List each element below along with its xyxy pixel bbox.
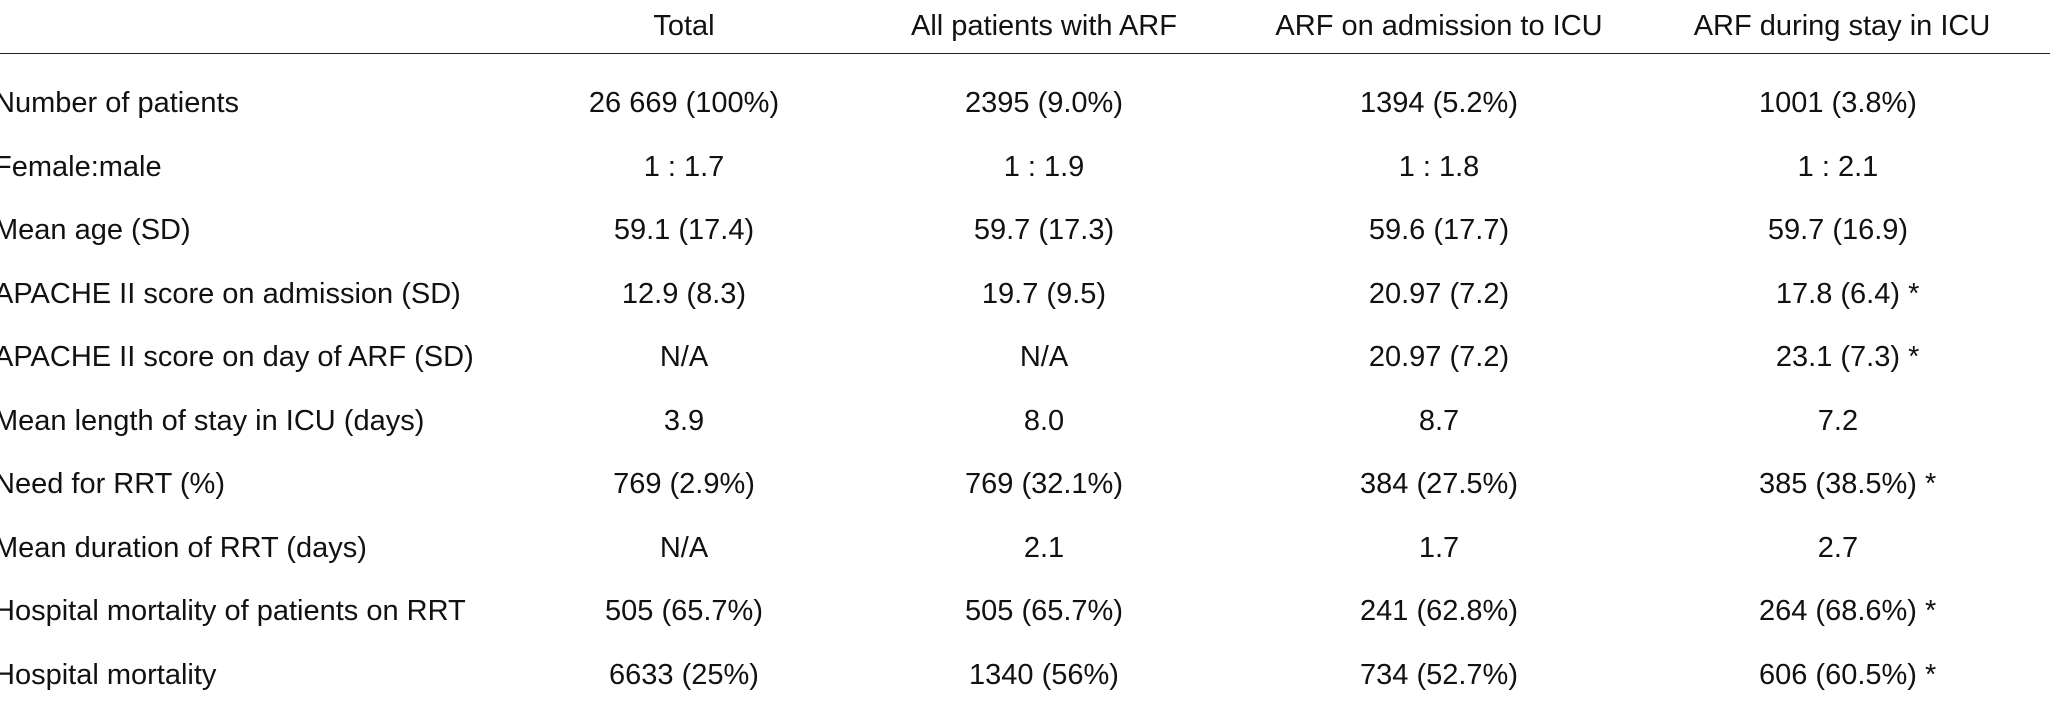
arf-stay-value-cell: *2.7 <box>1634 517 2050 581</box>
table-row: Hospital mortality 6633 (25%) 1340 (56%) 73… <box>0 644 2050 708</box>
header-cell-arf-stay: ARF during stay in ICU <box>1634 0 2050 54</box>
arf-stay-value-cell: *606 (60.5%) * <box>1634 644 2050 708</box>
row-label-cell: Need for RRT (%) <box>0 468 225 501</box>
arf-stay-value: 7.2 <box>1817 404 1859 437</box>
total-value-cell: 769 (2.9%) <box>613 468 755 501</box>
arf-stay-value-cell: *17.8 (6.4) * <box>1634 263 2050 327</box>
total-value-cell: N/A <box>659 531 709 564</box>
header-cell-label <box>0 0 524 54</box>
table-row: APACHE II score on day of ARF (SD) N/A N/A… <box>0 326 2050 390</box>
row-label-cell: Hospital mortality <box>0 658 217 691</box>
total-value-cell: 505 (65.7%) <box>605 595 763 628</box>
arf-admission-value-cell: 20.97 (7.2) <box>1368 341 1510 374</box>
arf-admission-value-cell: 384 (27.5%) <box>1360 468 1518 501</box>
all-arf-value-cell: 2.1 <box>1023 531 1065 564</box>
all-arf-value-cell: 59.7 (17.3) <box>973 214 1115 247</box>
arf-stay-value-group: *385 (38.5%) * <box>1745 468 1939 501</box>
row-label-cell: Mean age (SD) <box>0 214 191 247</box>
all-arf-value-cell: 769 (32.1%) <box>965 468 1123 501</box>
table-row: Mean duration of RRT (days) N/A 2.1 1.7 *2.7 <box>0 517 2050 581</box>
arf-admission-value-cell: 59.6 (17.7) <box>1368 214 1510 247</box>
significance-mark: * <box>1908 341 1920 374</box>
table-header: Total All patients with ARF ARF on admis… <box>0 0 2050 54</box>
arf-stay-value: 2.7 <box>1817 531 1859 564</box>
arf-stay-value-group: *606 (60.5%) * <box>1745 659 1939 692</box>
arf-stay-value: 23.1 (7.3) <box>1775 341 1901 374</box>
arf-stay-value-group: *59.7 (16.9) <box>1754 214 1930 247</box>
header-cell-all-arf: All patients with ARF <box>844 0 1244 54</box>
all-arf-value-cell: 1 : 1.9 <box>1003 150 1085 183</box>
arf-stay-value-cell: *1001 (3.8%) <box>1634 54 2050 136</box>
table-row: Mean length of stay in ICU (days) 3.9 8.0 8… <box>0 390 2050 454</box>
arf-stay-value-group: *7.2 <box>1804 405 1880 438</box>
total-value-cell: 12.9 (8.3) <box>621 277 747 310</box>
arf-stay-value-cell: *1 : 2.1 <box>1634 136 2050 200</box>
arf-admission-value-cell: 1.7 <box>1418 531 1460 564</box>
arf-admission-value-cell: 8.7 <box>1418 404 1460 437</box>
table-row: Need for RRT (%) 769 (2.9%) 769 (32.1%) 384… <box>0 453 2050 517</box>
arf-stay-value-group: *2.7 <box>1804 532 1880 565</box>
arf-stay-value-cell: *23.1 (7.3) * <box>1634 326 2050 390</box>
arf-stay-value-cell: *59.7 (16.9) <box>1634 199 2050 263</box>
arf-stay-value-cell: *264 (68.6%) * <box>1634 580 2050 644</box>
significance-mark: * <box>1925 468 1937 501</box>
header-row: Total All patients with ARF ARF on admis… <box>0 0 2050 54</box>
header-cell-total: Total <box>524 0 844 54</box>
arf-stay-value: 1 : 2.1 <box>1797 150 1879 183</box>
arf-stay-value-group: *23.1 (7.3) * <box>1762 341 1922 374</box>
significance-mark: * <box>1925 595 1937 628</box>
arf-stay-value: 17.8 (6.4) <box>1775 277 1901 310</box>
table-body: Number of patients 26 669 (100%) 2395 (9.0… <box>0 54 2050 708</box>
all-arf-value-cell: 19.7 (9.5) <box>981 277 1107 310</box>
total-value-cell: 26 669 (100%) <box>588 87 780 120</box>
arf-stay-value-group: *1 : 2.1 <box>1784 151 1901 184</box>
row-label-cell: Mean length of stay in ICU (days) <box>0 404 425 437</box>
arf-admission-value-cell: 734 (52.7%) <box>1360 658 1518 691</box>
total-value-cell: N/A <box>659 341 709 374</box>
arf-stay-value: 1001 (3.8%) <box>1758 87 1917 120</box>
row-label-cell: Number of patients <box>0 87 240 120</box>
total-value-cell: 3.9 <box>663 404 705 437</box>
arf-stay-value-group: *264 (68.6%) * <box>1745 595 1939 628</box>
arf-admission-value-cell: 1 : 1.8 <box>1398 150 1480 183</box>
row-label-cell: Female:male <box>0 150 162 183</box>
arf-stay-value: 264 (68.6%) <box>1758 595 1917 628</box>
total-value-cell: 1 : 1.7 <box>643 150 725 183</box>
table-row: APACHE II score on admission (SD) 12.9 (8… <box>0 263 2050 327</box>
arf-admission-value-cell: 1394 (5.2%) <box>1360 87 1518 120</box>
table-row: Number of patients 26 669 (100%) 2395 (9.0… <box>0 54 2050 136</box>
all-arf-value-cell: N/A <box>1019 341 1069 374</box>
header-cell-arf-admission: ARF on admission to ICU <box>1244 0 1634 54</box>
significance-mark: * <box>1908 277 1920 310</box>
arf-stay-value-group: *1001 (3.8%) <box>1745 87 1939 120</box>
arf-admission-value-cell: 241 (62.8%) <box>1360 595 1518 628</box>
total-value-cell: 59.1 (17.4) <box>613 214 755 247</box>
table-row: Mean age (SD) 59.1 (17.4) 59.7 (17.3) 59.6 … <box>0 199 2050 263</box>
all-arf-value-cell: 1340 (56%) <box>969 658 1119 691</box>
total-value-cell: 6633 (25%) <box>609 658 759 691</box>
arf-stay-value-cell: *7.2 <box>1634 390 2050 454</box>
row-label-cell: Mean duration of RRT (days) <box>0 531 367 564</box>
arf-admission-value-cell: 20.97 (7.2) <box>1368 277 1510 310</box>
row-label-cell: Hospital mortality of patients on RRT <box>0 595 466 628</box>
arf-stay-value-cell: *385 (38.5%) * <box>1634 453 2050 517</box>
arf-stay-value: 59.7 (16.9) <box>1767 214 1909 247</box>
arf-stay-value: 385 (38.5%) <box>1758 468 1917 501</box>
row-label-cell: APACHE II score on day of ARF (SD) <box>0 341 474 374</box>
all-arf-value-cell: 505 (65.7%) <box>965 595 1123 628</box>
arf-stay-value-group: *17.8 (6.4) * <box>1762 278 1922 311</box>
table-row: Hospital mortality of patients on RRT 505… <box>0 580 2050 644</box>
table-row: Female:male 1 : 1.7 1 : 1.9 1 : 1.8 *1 : 2.1 <box>0 136 2050 200</box>
all-arf-value-cell: 2395 (9.0%) <box>965 87 1123 120</box>
row-label-cell: APACHE II score on admission (SD) <box>0 277 461 310</box>
arf-stay-value: 606 (60.5%) <box>1758 658 1917 691</box>
all-arf-value-cell: 8.0 <box>1023 404 1065 437</box>
significance-mark: * <box>1925 658 1937 691</box>
